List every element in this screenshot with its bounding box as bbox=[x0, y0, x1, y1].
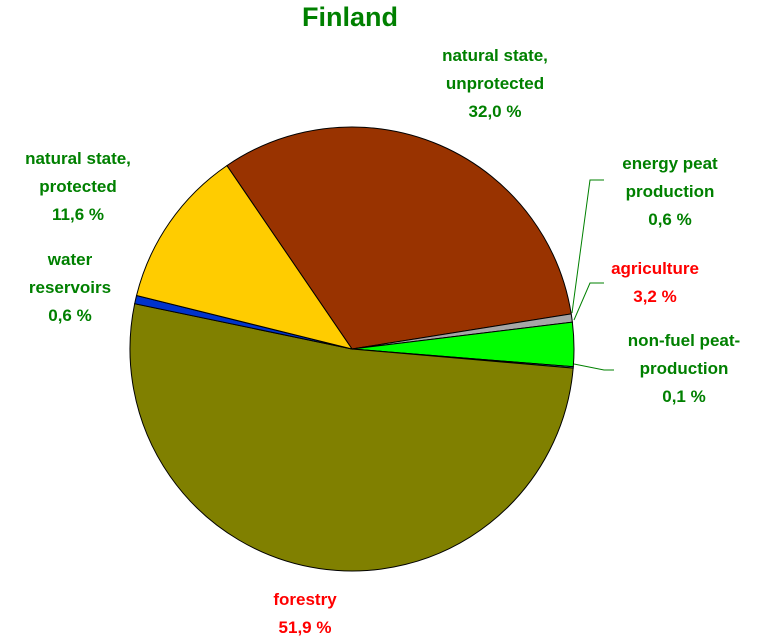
category-label: water reservoirs bbox=[28, 250, 112, 297]
value-label: 0,6 % bbox=[648, 210, 692, 229]
slice-label: non-fuel peat-production 0,1 % bbox=[604, 327, 764, 411]
pie-slice bbox=[226, 126, 572, 350]
value-label: 0,6 % bbox=[48, 306, 92, 325]
slice-label: water reservoirs 0,6 % bbox=[15, 246, 125, 330]
slice-label: energy peat production 0,6 % bbox=[600, 150, 740, 234]
pie-slice bbox=[135, 164, 354, 350]
value-label: 3,2 % bbox=[633, 287, 677, 306]
leader-line bbox=[571, 179, 604, 314]
category-label: energy peat production bbox=[622, 154, 718, 201]
slice-label: natural state, unprotected 32,0 % bbox=[408, 42, 583, 126]
value-label: 32,0 % bbox=[468, 102, 522, 121]
value-label: 51,9 % bbox=[278, 618, 332, 637]
slice-label: natural state, protected 11,6 % bbox=[3, 145, 153, 229]
value-label: 0,1 % bbox=[662, 387, 706, 406]
value-label: 11,6 % bbox=[52, 205, 104, 224]
chart-title: Finland bbox=[302, 2, 398, 32]
leader-line bbox=[573, 282, 604, 321]
slice-label: forestry 51,9 % bbox=[240, 586, 370, 640]
leader-line bbox=[573, 363, 614, 371]
category-label: agriculture bbox=[611, 259, 699, 278]
category-label: natural state, unprotected bbox=[442, 46, 548, 93]
pie-slice bbox=[129, 303, 574, 572]
leader-lines bbox=[571, 179, 614, 371]
slice-label: agriculture 3,2 % bbox=[590, 255, 720, 311]
category-label: natural state, protected bbox=[25, 149, 131, 196]
category-label: forestry bbox=[273, 590, 337, 609]
category-label: non-fuel peat-production bbox=[627, 331, 741, 378]
